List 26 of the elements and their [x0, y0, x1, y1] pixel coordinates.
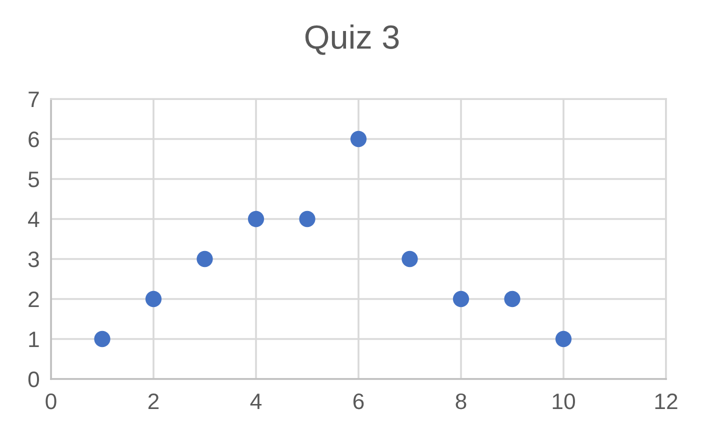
x-tick-label: 8 — [456, 393, 466, 410]
x-tick-label: 2 — [148, 393, 159, 409]
x-tick-label: 12 — [655, 393, 678, 409]
y-tick-label: 5 — [28, 172, 39, 188]
y-tick-label: 2 — [28, 292, 39, 308]
x-tick-label: 10 — [552, 393, 575, 410]
y-tick-label: 1 — [29, 332, 39, 348]
y-tick-label: 7 — [28, 92, 39, 108]
point — [452, 290, 470, 308]
x-tick-label: 0 — [46, 393, 56, 410]
y-tick-label: 0 — [28, 372, 40, 388]
point — [299, 210, 316, 228]
point — [94, 330, 110, 348]
chart-title: Quiz 3 — [305, 24, 399, 55]
point — [555, 330, 572, 348]
point — [504, 290, 520, 308]
point — [350, 130, 367, 148]
point — [196, 250, 213, 268]
y-tick-label: 4 — [28, 212, 40, 228]
y-tick-label: 6 — [28, 132, 39, 148]
x-tick-label: 4 — [250, 394, 262, 409]
x-tick-label: 6 — [353, 393, 364, 410]
point — [145, 290, 162, 308]
point — [402, 250, 418, 268]
point — [248, 210, 264, 228]
y-tick-label: 3 — [28, 252, 39, 268]
